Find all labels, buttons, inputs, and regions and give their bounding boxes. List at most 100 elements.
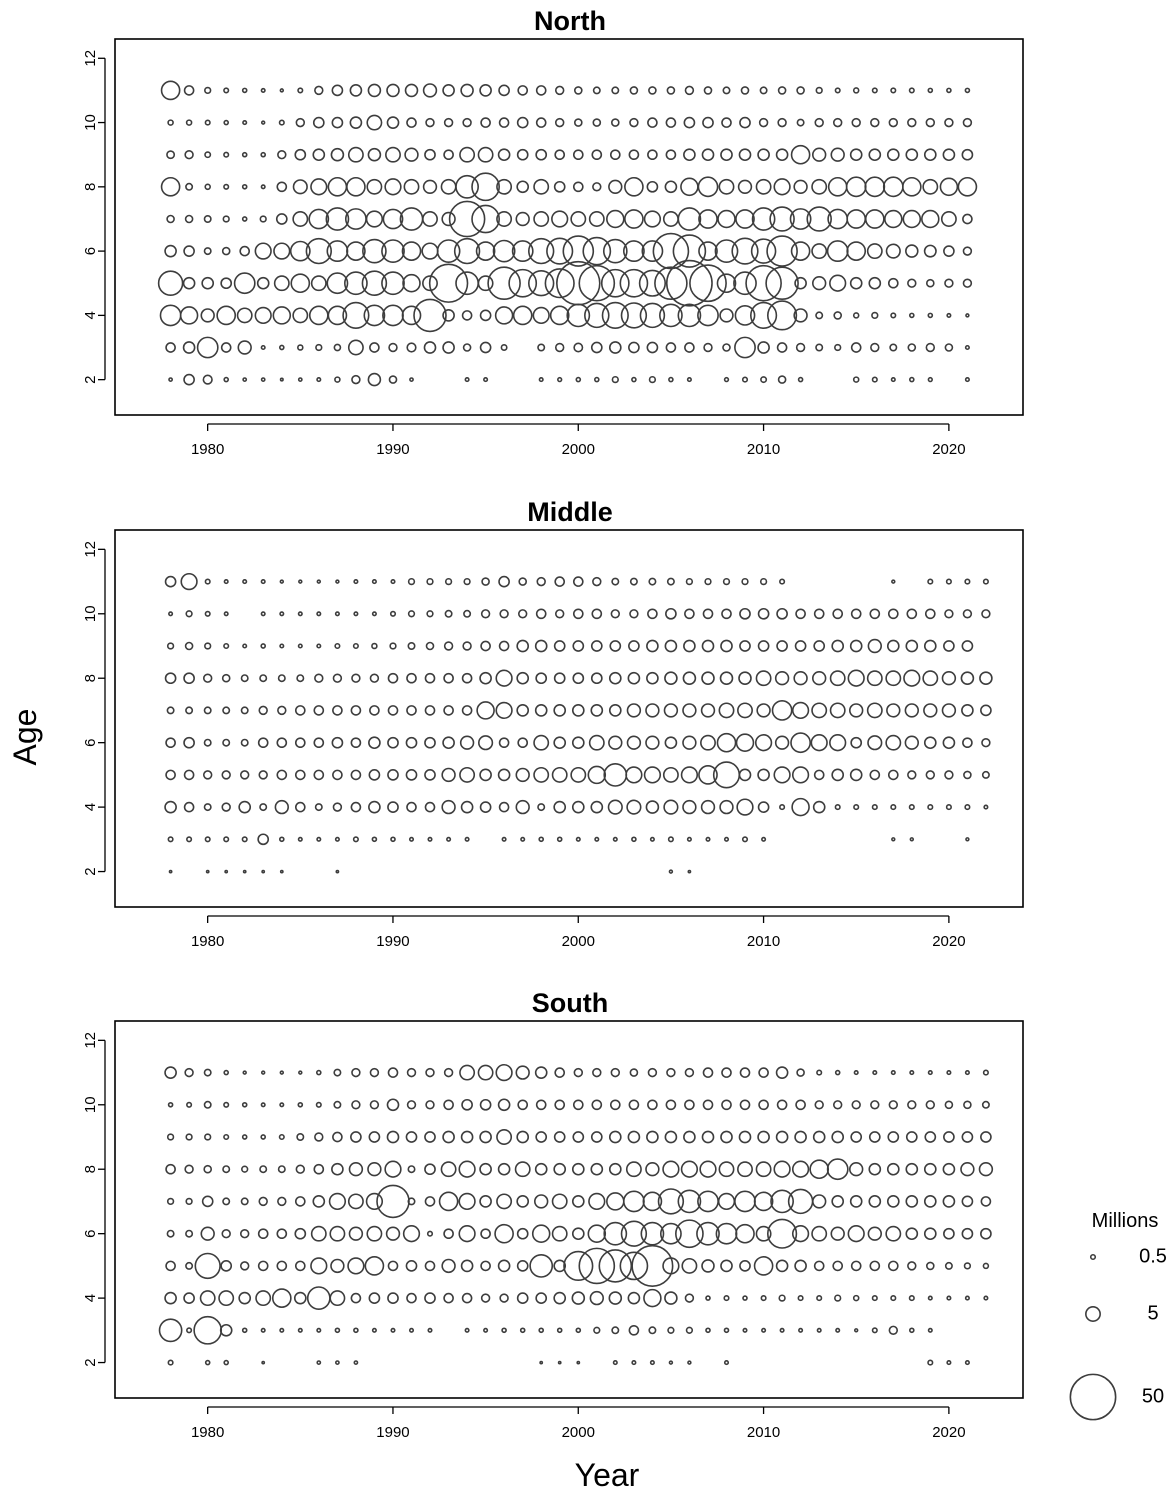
bubble-middle-1978-age9 <box>166 642 175 650</box>
bubble-middle-1998-age10 <box>535 608 547 620</box>
bubble-middle-2008-age11 <box>722 577 731 586</box>
bubble-south-2015-age6 <box>847 1225 865 1243</box>
panel-middle: Middle 2 4 6 8 10 12 1980 1990 2000 2010 2020 <box>82 497 1024 950</box>
bubble-south-1988-age8 <box>348 1161 364 1177</box>
y-tick-label: 8 <box>82 1165 99 1173</box>
bubble-north-1999-age11 <box>554 85 565 96</box>
bubble-south-2021-age10 <box>963 1100 972 1110</box>
bubble-middle-2011-age9 <box>776 640 788 652</box>
bubble-north-1996-age6 <box>492 239 516 263</box>
bubble-north-2014-age6 <box>826 240 849 263</box>
bubble-middle-2005-age9 <box>664 639 678 653</box>
bubble-north-2003-age8 <box>624 176 644 197</box>
bubble-south-2007-age10 <box>702 1099 714 1111</box>
bubble-south-2010-age3 <box>761 1327 767 1333</box>
bubble-south-1986-age11 <box>315 1069 322 1076</box>
bubble-south-1994-age9 <box>460 1130 474 1144</box>
bubble-north-1978-age4 <box>159 304 182 327</box>
bubble-south-2018-age10 <box>907 1100 917 1110</box>
bubble-south-2003-age7 <box>622 1190 645 1213</box>
y-tick-label: 10 <box>82 605 99 622</box>
legend: Millions 0.5 5 50 <box>1069 1210 1167 1421</box>
bubble-south-1986-age10 <box>315 1101 322 1108</box>
bubble-south-1986-age4 <box>306 1286 331 1310</box>
bubble-north-2012-age10 <box>796 118 805 127</box>
bubble-north-2021-age10 <box>962 117 973 128</box>
bubble-south-2010-age6 <box>755 1225 772 1242</box>
bubble-middle-1979-age6 <box>183 736 195 749</box>
bubble-middle-1986-age3 <box>316 836 322 842</box>
bubble-middle-1984-age6 <box>276 737 288 749</box>
bubble-north-1993-age6 <box>436 239 461 263</box>
bubble-north-1993-age7 <box>441 211 456 227</box>
bubble-north-1995-age10 <box>480 117 491 128</box>
bubble-north-2006-age2 <box>686 377 692 383</box>
bubble-north-1984-age5 <box>273 275 290 292</box>
bubble-south-1991-age7 <box>407 1197 416 1206</box>
bubble-north-1998-age4 <box>532 306 550 325</box>
bubble-middle-1987-age6 <box>331 736 344 749</box>
bubble-middle-1998-age3 <box>538 836 545 843</box>
bubble-north-2019-age6 <box>923 244 937 258</box>
bubble-north-2021-age8 <box>957 176 978 197</box>
bubble-middle-2005-age11 <box>666 577 675 586</box>
bubble-south-2000-age8 <box>571 1162 585 1176</box>
bubble-south-1992-age7 <box>424 1196 436 1207</box>
bubble-north-1981-age3 <box>220 342 232 353</box>
bubble-north-1987-age3 <box>333 343 342 352</box>
bubble-north-1991-age6 <box>401 241 422 261</box>
bubble-south-2008-age10 <box>721 1099 732 1111</box>
bubble-south-1986-age3 <box>316 1327 322 1333</box>
bubble-north-2012-age8 <box>793 179 808 195</box>
bubble-middle-2012-age4 <box>791 797 810 817</box>
bubble-middle-1992-age7 <box>424 705 436 716</box>
bubble-middle-1999-age9 <box>553 640 566 652</box>
bubble-south-2000-age10 <box>572 1099 584 1111</box>
bubble-north-2016-age8 <box>864 176 886 198</box>
bubble-north-2003-age10 <box>629 117 639 128</box>
bubble-middle-1994-age11 <box>463 577 471 586</box>
bubble-middle-2019-age5 <box>925 770 936 780</box>
bubble-middle-1978-age4 <box>164 800 177 814</box>
bubble-south-1998-age8 <box>534 1162 548 1176</box>
bubble-south-1996-age7 <box>496 1193 513 1210</box>
bubble-middle-1984-age3 <box>278 836 285 843</box>
x-tick-label: 2010 <box>747 933 780 950</box>
bubble-south-1989-age6 <box>366 1225 383 1242</box>
bubble-north-2003-age7 <box>624 209 644 229</box>
bubble-north-1994-age4 <box>461 310 473 321</box>
bubble-middle-1984-age2 <box>279 869 284 874</box>
bubble-south-2019-age8 <box>923 1162 937 1176</box>
bubble-middle-2007-age5 <box>698 765 718 785</box>
bubble-north-2008-age8 <box>718 178 735 195</box>
bubble-north-2005-age10 <box>665 117 677 128</box>
bubble-north-1990-age6 <box>381 239 405 263</box>
bubble-north-2002-age7 <box>606 209 625 229</box>
bubble-south-2006-age2 <box>687 1360 692 1365</box>
legend-bubble <box>1085 1306 1101 1322</box>
bubble-south-1981-age10 <box>223 1101 230 1108</box>
bubble-middle-1989-age4 <box>368 800 381 814</box>
bubble-north-2001-age6 <box>582 236 612 266</box>
bubble-north-1983-age4 <box>254 306 272 325</box>
bubble-middle-1997-age11 <box>518 577 528 586</box>
bubble-middle-1994-age6 <box>459 735 475 750</box>
bubble-middle-1981-age2 <box>224 869 229 874</box>
bubble-north-2020-age6 <box>943 245 955 257</box>
bubble-north-1982-age5 <box>233 272 256 295</box>
bubble-north-2011-age5 <box>765 266 799 301</box>
bubble-south-1991-age6 <box>402 1225 421 1243</box>
bubble-middle-1987-age8 <box>332 673 343 683</box>
bubble-north-2018-age9 <box>905 148 919 162</box>
bubble-south-2013-age6 <box>811 1225 828 1242</box>
bubble-middle-1978-age2 <box>168 869 173 874</box>
bubble-south-2002-age2 <box>612 1360 618 1366</box>
bubble-south-1992-age3 <box>427 1327 433 1333</box>
bubble-north-1979-age8 <box>185 182 194 191</box>
bubble-middle-2018-age10 <box>906 608 918 620</box>
bubble-south-1978-age11 <box>164 1066 177 1079</box>
bubble-south-1990-age10 <box>386 1098 400 1112</box>
bubble-middle-1979-age5 <box>183 769 195 781</box>
bubble-south-2003-age8 <box>625 1161 642 1178</box>
bubble-middle-2016-age6 <box>867 735 883 751</box>
